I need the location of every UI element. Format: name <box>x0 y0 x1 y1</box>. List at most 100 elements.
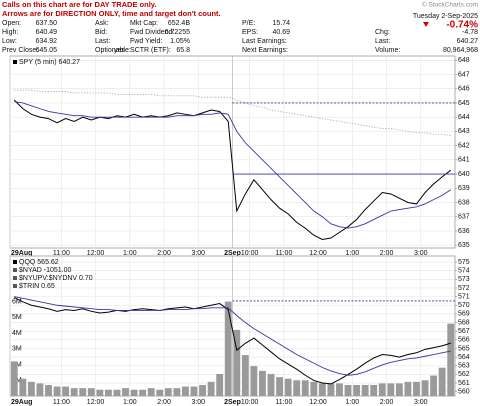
volume-bar <box>130 389 138 396</box>
price-line <box>13 99 452 240</box>
y-tick-label: 639 <box>458 185 470 192</box>
volume-bar <box>293 380 301 396</box>
volume-bar <box>421 380 429 396</box>
quote-label: Last Earnings: <box>242 38 287 45</box>
y-tick-label: 638 <box>458 199 470 206</box>
quote-value: 80,964,968 <box>443 47 478 54</box>
quote-label: SCTR (ETF): <box>130 47 171 54</box>
legend-swatch <box>13 260 17 264</box>
x-tick-label: 2:00 <box>157 250 171 257</box>
volume-bar <box>327 383 335 396</box>
x-tick-label: 1:00 <box>123 399 137 406</box>
volume-bar <box>164 388 172 396</box>
moving-average <box>14 89 451 137</box>
quote-value: 6.72255 <box>165 29 190 36</box>
x-tick-label: 11:00 <box>53 250 70 257</box>
x-tick-label: 3:00 <box>191 250 205 257</box>
y-tick-label: 568 <box>458 319 470 326</box>
volume-bar <box>10 361 18 396</box>
legend-entry: QQQ 565.62 <box>19 259 59 266</box>
legend-swatch <box>13 60 17 64</box>
volume-bar <box>404 381 412 396</box>
volume-bar <box>156 389 164 396</box>
quote-label: Next Earnings: <box>242 47 288 54</box>
quote-value: 652.4B <box>168 20 191 27</box>
notice-line: Calls on this chart are for DAY TRADE on… <box>2 0 156 9</box>
y-tick-label: 641 <box>458 157 470 164</box>
notice-line: Arrows are for DIRECTION ONLY, time and … <box>2 9 221 18</box>
legend-entry: $NYUPV:$NYDNV 0.70 <box>19 275 93 282</box>
quote-value: 15.74 <box>272 20 290 27</box>
y-tick-label: 569 <box>458 311 470 318</box>
quote-label: Ask: <box>95 20 109 27</box>
volume-bar <box>53 386 61 396</box>
quote-value: -4.78 <box>462 29 478 36</box>
quote-label: High: <box>2 29 18 36</box>
quote-label: Chg: <box>375 29 390 36</box>
x-tick-label: 10:00 <box>241 399 259 406</box>
quote-value: 634.92 <box>36 38 58 45</box>
legend-entry: $TRIN 0.65 <box>19 283 55 290</box>
volume-bar <box>104 389 112 396</box>
volume-bar <box>276 377 283 396</box>
volume-bar <box>62 386 70 396</box>
volume-bar <box>259 370 266 396</box>
y-tick-label: 646 <box>458 86 470 93</box>
volume-bar <box>87 388 95 396</box>
y-tick-label: 636 <box>458 228 470 235</box>
x-tick-label: 12:00 <box>87 250 105 257</box>
y-tick-label: 648 <box>458 57 470 64</box>
volume-bar <box>336 383 343 396</box>
y-tick-label: 570 <box>458 302 470 309</box>
y-tick-label: 4M <box>12 330 22 337</box>
x-tick-label: 12:00 <box>87 399 105 406</box>
x-tick-label: 2:00 <box>157 399 171 406</box>
volume-bar <box>36 383 44 396</box>
y-tick-label: 560 <box>458 389 470 396</box>
volume-bar <box>361 384 369 396</box>
moving-average <box>14 296 451 376</box>
quote-label: P/E: <box>242 20 255 27</box>
volume-bar <box>267 373 275 396</box>
quote-label: Last: <box>95 38 110 45</box>
volume-bar <box>387 383 395 396</box>
y-tick-label: 564 <box>458 354 470 361</box>
legend-entry: SPY (5 min) 640.27 <box>19 59 80 66</box>
y-tick-label: 642 <box>458 142 470 149</box>
volume-bar <box>378 383 386 396</box>
volume-bar <box>301 380 309 396</box>
y-tick-label: 6M <box>12 298 22 305</box>
y-tick-label: 645 <box>458 100 470 107</box>
volume-bar <box>216 373 224 396</box>
volume-bar <box>190 386 198 396</box>
x-tick-label: 11:00 <box>53 399 70 406</box>
down-arrow <box>423 22 429 27</box>
y-tick-label: 567 <box>458 328 470 335</box>
quote-value: 1.05% <box>170 38 190 45</box>
volume-bar <box>224 301 232 396</box>
volume-bar <box>113 389 121 396</box>
y-tick-label: 575 <box>458 259 470 266</box>
volume-bar <box>447 323 455 396</box>
volume-bar <box>147 388 155 396</box>
y-tick-label: 635 <box>458 242 470 249</box>
volume-bar <box>199 384 206 396</box>
pct-change: -0.74% <box>446 20 478 31</box>
volume-bar <box>284 378 292 396</box>
quote-label: Open: <box>2 20 21 27</box>
y-tick-label: 571 <box>458 293 470 300</box>
y-tick-label: 562 <box>458 371 470 378</box>
y-tick-label: 573 <box>458 276 470 283</box>
y-tick-label: 565 <box>458 345 470 352</box>
y-tick-label: 563 <box>458 363 470 370</box>
volume-bar <box>430 375 438 396</box>
y-tick-label: 5M <box>12 314 22 321</box>
legend-swatch <box>13 276 17 280</box>
y-tick-label: 572 <box>458 285 470 292</box>
legend-swatch <box>13 284 17 288</box>
volume-bar <box>413 381 420 396</box>
y-tick-label: 644 <box>458 114 470 121</box>
x-tick-label: 3:00 <box>414 399 428 406</box>
